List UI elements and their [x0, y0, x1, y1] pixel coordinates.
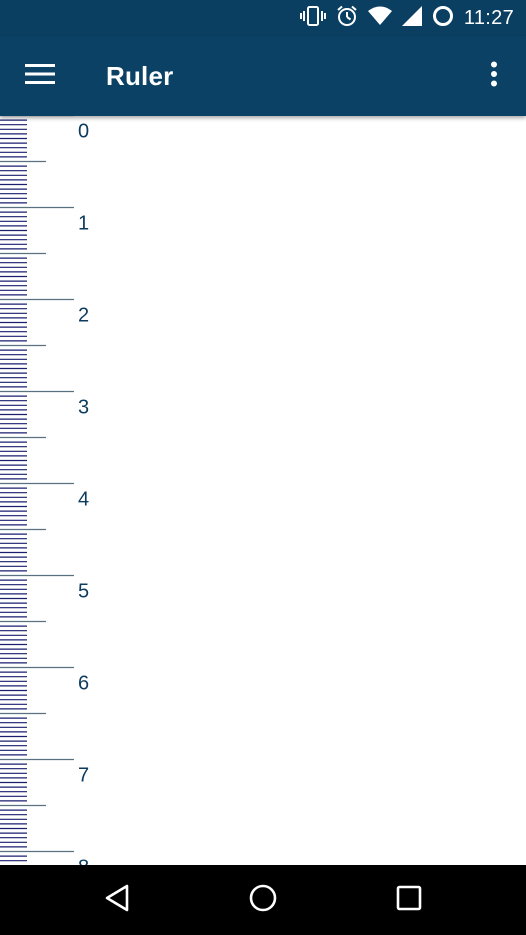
ruler-label: 5 [78, 581, 89, 603]
ruler-label: 3 [78, 397, 89, 419]
ruler-label: 4 [78, 489, 89, 511]
more-vert-icon [490, 61, 498, 92]
ruler-label: 8 [78, 857, 89, 866]
ruler-label: 1 [78, 213, 89, 235]
ruler-scale: 0 1 2 3 4 5 6 7 8 [0, 116, 89, 866]
alarm-icon [336, 5, 358, 32]
ruler-label: 6 [78, 673, 89, 695]
ruler-label: 2 [78, 305, 89, 327]
app-title: Ruler [106, 61, 174, 91]
ruler-label: 0 [78, 121, 89, 143]
home-button[interactable] [233, 875, 293, 925]
recents-icon [394, 883, 424, 918]
home-icon [248, 883, 278, 918]
menu-button[interactable] [16, 56, 64, 96]
status-icons: 11:27 [299, 0, 514, 36]
overflow-menu-button[interactable] [474, 56, 514, 96]
recents-button[interactable] [379, 875, 439, 925]
wifi-icon [367, 6, 392, 31]
signal-icon [401, 5, 422, 31]
hamburger-menu-icon [25, 63, 55, 90]
status-time: 11:27 [463, 6, 514, 29]
back-icon [102, 883, 132, 918]
app-bar: Ruler [0, 36, 526, 116]
vibrate-icon [299, 5, 326, 32]
back-button[interactable] [87, 875, 147, 925]
ruler-label: 7 [78, 765, 89, 787]
data-saver-icon [432, 5, 454, 32]
status-bar: 11:27 [0, 0, 526, 36]
ruler[interactable]: 0 1 2 3 4 5 6 7 8 [0, 116, 526, 865]
navigation-bar [0, 865, 526, 935]
